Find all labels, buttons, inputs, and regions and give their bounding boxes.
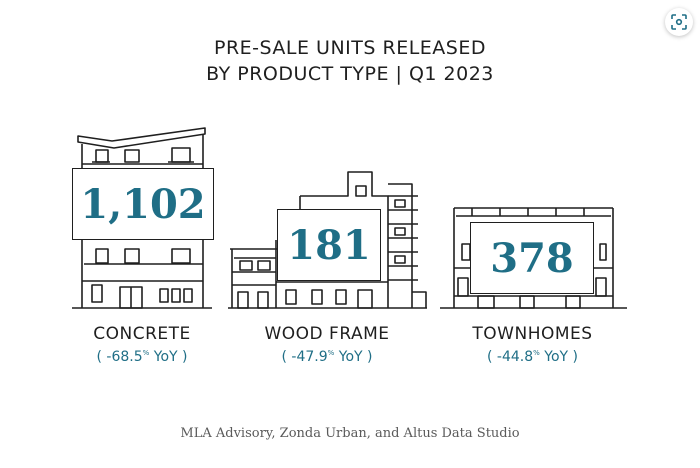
yoy-value: ( -47.9 (281, 349, 328, 365)
percent-sign: % (533, 349, 540, 357)
percent-sign: % (327, 349, 335, 357)
townhomes-label: TOWNHOMES (472, 324, 593, 344)
townhomes-units-value: 378 (470, 222, 594, 294)
yoy-value: ( -68.5 (96, 349, 143, 365)
yoy-value: ( -44.8 (487, 349, 534, 365)
wood-frame-yoy-change: ( -47.9% YoY ) (237, 349, 417, 365)
wood-frame-label: WOOD FRAME (264, 324, 390, 344)
percent-sign: % (142, 349, 150, 357)
source-footer: MLA Advisory, Zonda Urban, and Altus Dat… (180, 426, 520, 441)
title-line-1: PRE-SALE UNITS RELEASED (214, 37, 486, 59)
yoy-suffix: YoY ) (149, 349, 188, 365)
townhomes-building (440, 207, 627, 309)
concrete-yoy-change: ( -68.5% YoY ) (62, 349, 222, 365)
wood-frame-units-value: 181 (277, 209, 381, 281)
concrete-units-value: 1,102 (72, 168, 214, 240)
title-line-2: BY PRODUCT TYPE | Q1 2023 (206, 63, 494, 85)
townhomes-yoy-change: ( -44.8% YoY ) (440, 349, 625, 365)
yoy-suffix: YoY ) (334, 349, 373, 365)
concrete-label: CONCRETE (93, 324, 191, 344)
scan-button[interactable] (665, 8, 693, 36)
screenshot-scan-icon (671, 14, 687, 30)
yoy-suffix: YoY ) (539, 349, 578, 365)
wood-frame-building (228, 171, 427, 309)
